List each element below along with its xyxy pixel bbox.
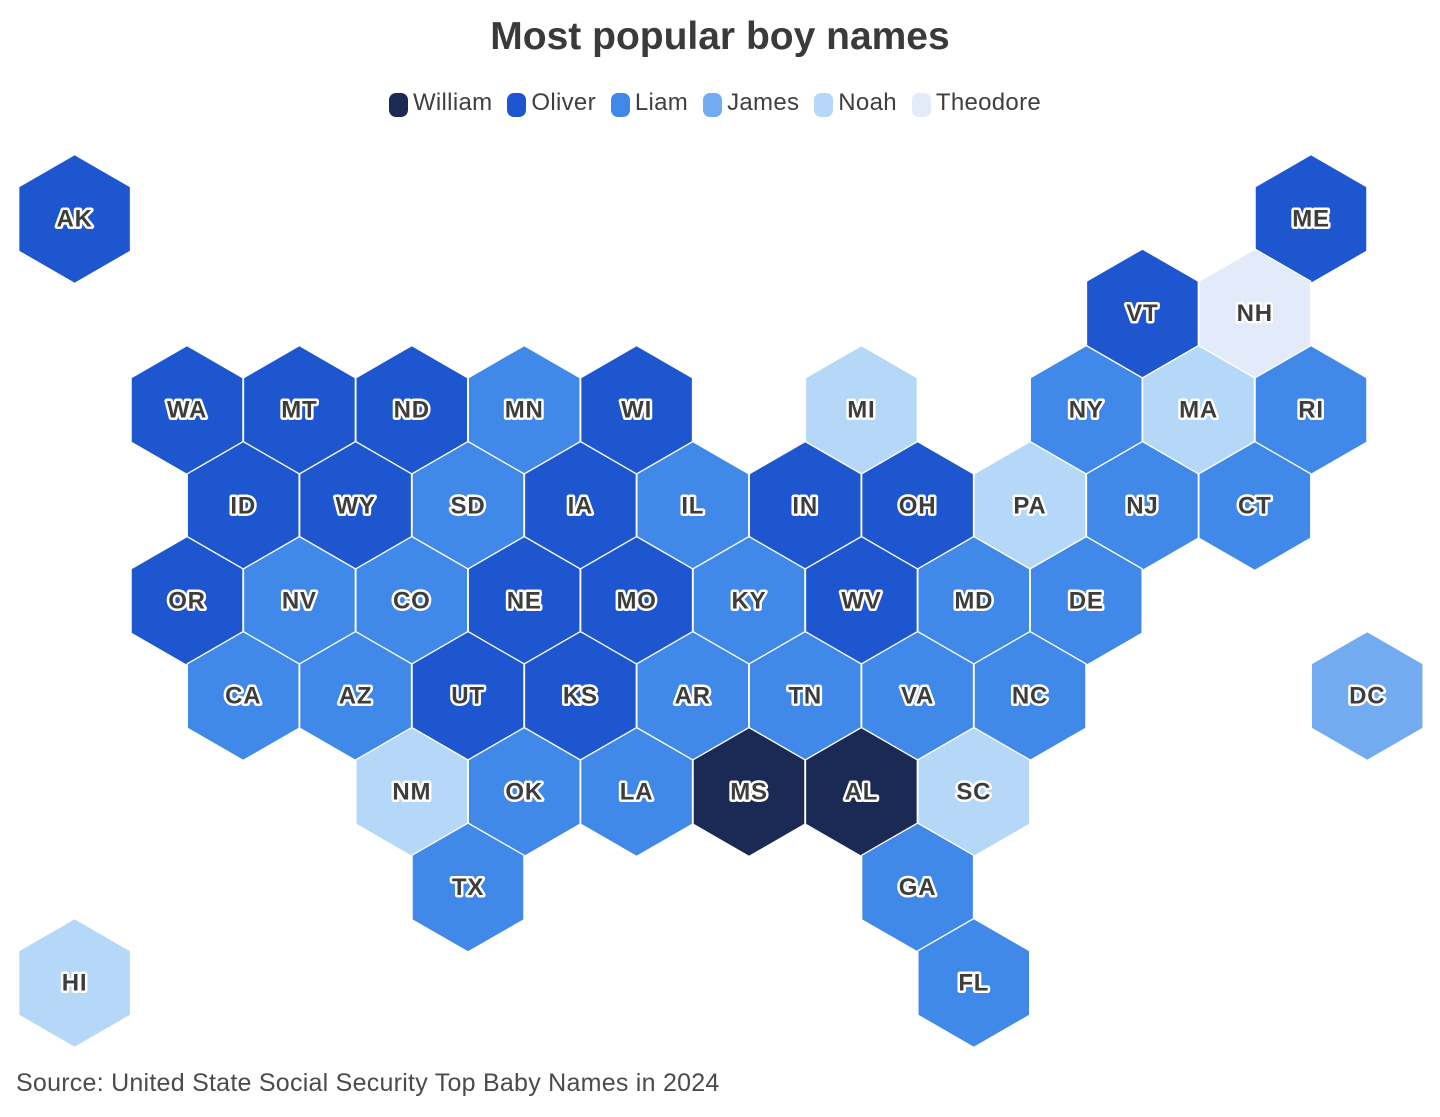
svg-text:HI: HI [62,970,88,997]
svg-text:IL: IL [681,493,704,520]
svg-text:AK: AK [56,206,92,233]
svg-text:UT: UT [451,683,485,710]
svg-text:NH: NH [1237,300,1273,327]
svg-text:WV: WV [841,588,881,615]
svg-text:TN: TN [788,683,822,710]
svg-text:ME: ME [1292,206,1330,233]
svg-text:WA: WA [167,397,207,424]
svg-text:OR: OR [168,588,206,615]
svg-text:VA: VA [901,683,934,710]
svg-text:WY: WY [335,493,375,520]
svg-text:ID: ID [230,493,256,520]
svg-text:LA: LA [620,779,654,806]
svg-text:WI: WI [621,397,652,424]
svg-text:IN: IN [792,493,818,520]
svg-text:PA: PA [1013,493,1046,520]
svg-text:MN: MN [505,397,544,424]
svg-text:DE: DE [1069,588,1104,615]
svg-text:MT: MT [281,397,317,424]
svg-text:MD: MD [954,588,993,615]
svg-text:CO: CO [393,588,431,615]
svg-text:TX: TX [452,874,484,901]
svg-text:NJ: NJ [1126,493,1158,520]
svg-text:NC: NC [1012,683,1048,710]
svg-text:CT: CT [1238,493,1272,520]
svg-text:SC: SC [956,779,991,806]
svg-text:GA: GA [899,874,937,901]
svg-text:VT: VT [1126,300,1158,327]
svg-text:MS: MS [730,779,768,806]
svg-text:MO: MO [616,588,656,615]
svg-text:AL: AL [845,779,879,806]
svg-text:IA: IA [568,493,594,520]
svg-text:KY: KY [732,588,767,615]
svg-text:NY: NY [1069,397,1104,424]
svg-text:AR: AR [675,683,711,710]
svg-text:RI: RI [1298,397,1324,424]
svg-text:FL: FL [958,970,989,997]
svg-text:ND: ND [394,397,430,424]
svg-text:MI: MI [847,397,875,424]
svg-text:OH: OH [899,493,937,520]
svg-text:SD: SD [451,493,486,520]
svg-text:NM: NM [392,779,431,806]
svg-text:OK: OK [505,779,543,806]
svg-text:NV: NV [282,588,317,615]
svg-text:NE: NE [507,588,542,615]
svg-text:DC: DC [1349,683,1385,710]
svg-text:CA: CA [225,683,261,710]
svg-text:KS: KS [563,683,598,710]
svg-text:MA: MA [1179,397,1218,424]
svg-text:AZ: AZ [339,683,373,710]
